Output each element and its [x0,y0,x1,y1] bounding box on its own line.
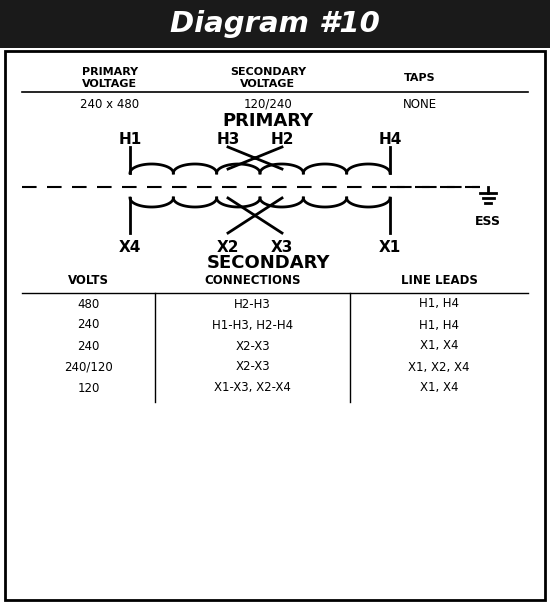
Text: 120/240: 120/240 [244,97,293,111]
Text: X1, X4: X1, X4 [420,382,458,394]
Text: TAPS: TAPS [404,73,436,83]
Text: 240: 240 [78,339,100,353]
Text: 240: 240 [78,318,100,332]
Text: NONE: NONE [403,97,437,111]
Text: SECONDARY: SECONDARY [206,254,330,272]
Bar [0,0,550,48]
Text: X3: X3 [271,240,293,255]
Text: 120: 120 [78,382,100,394]
Text: PRIMARY: PRIMARY [222,112,314,130]
Text: PRIMARY
VOLTAGE: PRIMARY VOLTAGE [82,67,138,89]
Text: X1-X3, X2-X4: X1-X3, X2-X4 [214,382,291,394]
Text: X2: X2 [217,240,239,255]
Text: H2-H3: H2-H3 [234,298,271,310]
Text: SECONDARY
VOLTAGE: SECONDARY VOLTAGE [230,67,306,89]
Text: X1, X2, X4: X1, X2, X4 [408,361,470,373]
Text: H2: H2 [270,131,294,146]
Text: X1: X1 [379,240,401,255]
Text: H1, H4: H1, H4 [419,318,459,332]
Text: X1, X4: X1, X4 [420,339,458,353]
Text: H1-H3, H2-H4: H1-H3, H2-H4 [212,318,293,332]
Text: ESS: ESS [475,215,501,228]
Text: 240/120: 240/120 [64,361,113,373]
Text: H4: H4 [378,131,402,146]
Text: VOLTS: VOLTS [68,273,109,287]
Text: H1: H1 [118,131,142,146]
Text: LINE LEADS: LINE LEADS [400,273,477,287]
Text: H3: H3 [216,131,240,146]
Text: X2-X3: X2-X3 [235,339,270,353]
Text: X2-X3: X2-X3 [235,361,270,373]
Text: 240 x 480: 240 x 480 [80,97,140,111]
Text: H1, H4: H1, H4 [419,298,459,310]
Text: X4: X4 [119,240,141,255]
Text: 480: 480 [78,298,100,310]
Text: Diagram #10: Diagram #10 [170,10,380,38]
Text: CONNECTIONS: CONNECTIONS [204,273,301,287]
